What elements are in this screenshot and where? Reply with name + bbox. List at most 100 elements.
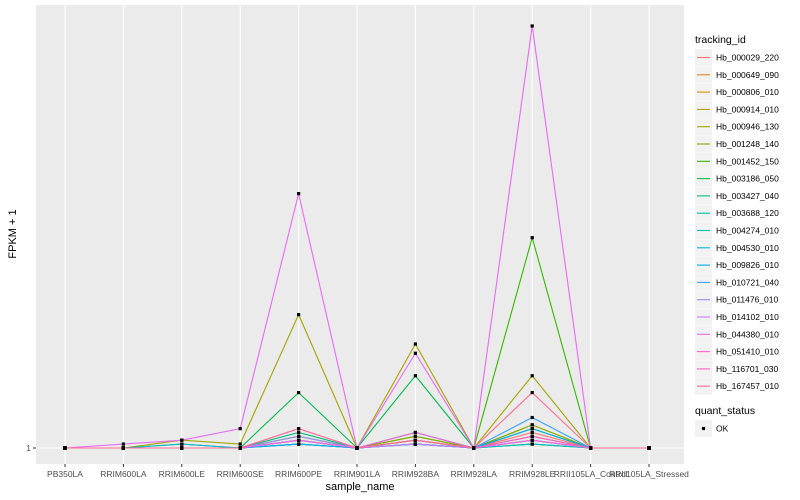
legend-item: Hb_003688_120	[695, 204, 779, 222]
legend-label: Hb_004274_010	[716, 226, 779, 236]
x-tick-label: RRIM600LA	[100, 469, 147, 479]
x-tick-label: PB350LA	[47, 469, 83, 479]
data-point	[355, 446, 359, 450]
legend-item: Hb_000806_010	[695, 83, 779, 101]
x-tick-label: RRII105LA_Stressed	[609, 469, 689, 479]
data-point	[180, 446, 184, 450]
legend-item: Hb_000946_130	[695, 118, 779, 136]
data-point	[297, 192, 301, 196]
legend-item: Hb_001452_150	[695, 152, 779, 170]
legend-item: Hb_000649_090	[695, 66, 779, 84]
data-point	[472, 446, 476, 450]
legend-item: Hb_009826_010	[695, 256, 779, 274]
x-tick-label: RRII105LA_Control	[554, 469, 628, 479]
data-point	[180, 442, 184, 446]
data-point	[121, 442, 125, 446]
data-point	[530, 427, 534, 431]
x-tick-label: RRIM600LE	[159, 469, 206, 479]
data-point	[530, 442, 534, 446]
data-point	[530, 423, 534, 427]
data-point	[297, 427, 301, 431]
data-point	[413, 351, 417, 355]
x-tick-label: RRIM600SE	[217, 469, 265, 479]
x-tick-label: RRIM928LA	[451, 469, 498, 479]
shape-legend-label: OK	[716, 424, 729, 434]
legend-label: Hb_009826_010	[716, 260, 779, 270]
data-point	[297, 438, 301, 442]
legend-label: Hb_000914_010	[716, 104, 779, 114]
legend-label: Hb_010721_040	[716, 277, 779, 287]
legend-item: Hb_000914_010	[695, 100, 779, 118]
legend-label: Hb_004530_010	[716, 243, 779, 253]
x-tick-label: RRIM928BA	[392, 469, 440, 479]
legend-label: Hb_000806_010	[716, 87, 779, 97]
data-point	[297, 313, 301, 317]
legend-item: Hb_051410_010	[695, 343, 779, 361]
legend-title: tracking_id	[695, 34, 746, 46]
data-point	[413, 434, 417, 438]
data-point	[413, 438, 417, 442]
y-axis-title: FPKM + 1	[7, 209, 19, 258]
data-point	[238, 442, 242, 446]
legend-item: Hb_004274_010	[695, 222, 779, 239]
x-tick-label: RRIM901LA	[334, 469, 381, 479]
x-tick-label: RRIM600PE	[275, 469, 323, 479]
data-point	[297, 391, 301, 395]
legend-label: Hb_003427_040	[716, 191, 779, 201]
data-point	[530, 438, 534, 442]
legend-item: Hb_044380_010	[695, 325, 779, 343]
data-point	[297, 434, 301, 438]
legend-label: Hb_001452_150	[716, 156, 779, 166]
data-point	[647, 446, 651, 450]
data-point	[530, 430, 534, 435]
legend-label: Hb_051410_010	[716, 347, 779, 357]
legend-item: Hb_003427_040	[695, 187, 779, 205]
legend-label: Hb_011476_010	[716, 295, 779, 305]
legend-item: Hb_004530_010	[695, 239, 779, 257]
data-point	[413, 442, 417, 446]
data-point	[180, 438, 184, 442]
x-tick-label: RRIM928LE	[509, 469, 556, 479]
data-point	[121, 446, 125, 450]
legend-label: Hb_001248_140	[716, 139, 779, 149]
data-point	[413, 430, 417, 435]
legend-item: Hb_010721_040	[695, 273, 779, 291]
data-point	[530, 374, 534, 378]
x-axis-title: sample_name	[325, 481, 394, 493]
data-point	[530, 434, 534, 438]
data-point	[238, 427, 242, 431]
legend: tracking_id Hb_000029_220 Hb_000649_090 Hb…	[695, 34, 779, 437]
shape-legend-item: OK	[695, 420, 729, 437]
shape-legend-title: quant_status	[695, 405, 755, 417]
data-point	[413, 342, 417, 346]
data-point	[297, 442, 301, 446]
legend-item: Hb_011476_010	[695, 291, 779, 309]
legend-label: Hb_000649_090	[716, 70, 779, 80]
x-axis: PB350LA RRIM600LA RRIM600LE RRIM600SE RRIM60…	[47, 464, 689, 479]
data-point	[530, 391, 534, 395]
legend-label: Hb_003688_120	[716, 208, 779, 218]
shape-legend-marker	[701, 426, 706, 431]
legend-label: Hb_000029_220	[716, 53, 779, 63]
legend-label: Hb_167457_010	[716, 381, 779, 391]
legend-item: Hb_000029_220	[695, 49, 779, 66]
data-point	[63, 446, 67, 450]
legend-label: Hb_003186_050	[716, 174, 779, 184]
legend-item: Hb_167457_010	[695, 377, 779, 395]
y-axis: 1	[26, 443, 36, 453]
legend-label: Hb_044380_010	[716, 329, 779, 339]
legend-label: Hb_116701_030	[716, 364, 779, 374]
data-point	[413, 374, 417, 378]
data-point	[530, 24, 534, 28]
legend-item: Hb_116701_030	[695, 360, 779, 378]
legend-item: Hb_001248_140	[695, 135, 779, 153]
plot-panel	[36, 5, 684, 464]
data-point	[530, 236, 534, 240]
data-point	[589, 446, 593, 450]
legend-label: Hb_000946_130	[716, 122, 779, 132]
y-tick-label: 1	[26, 443, 31, 453]
data-point	[238, 446, 242, 450]
legend-item: Hb_003186_050	[695, 170, 779, 188]
data-point	[297, 430, 301, 435]
